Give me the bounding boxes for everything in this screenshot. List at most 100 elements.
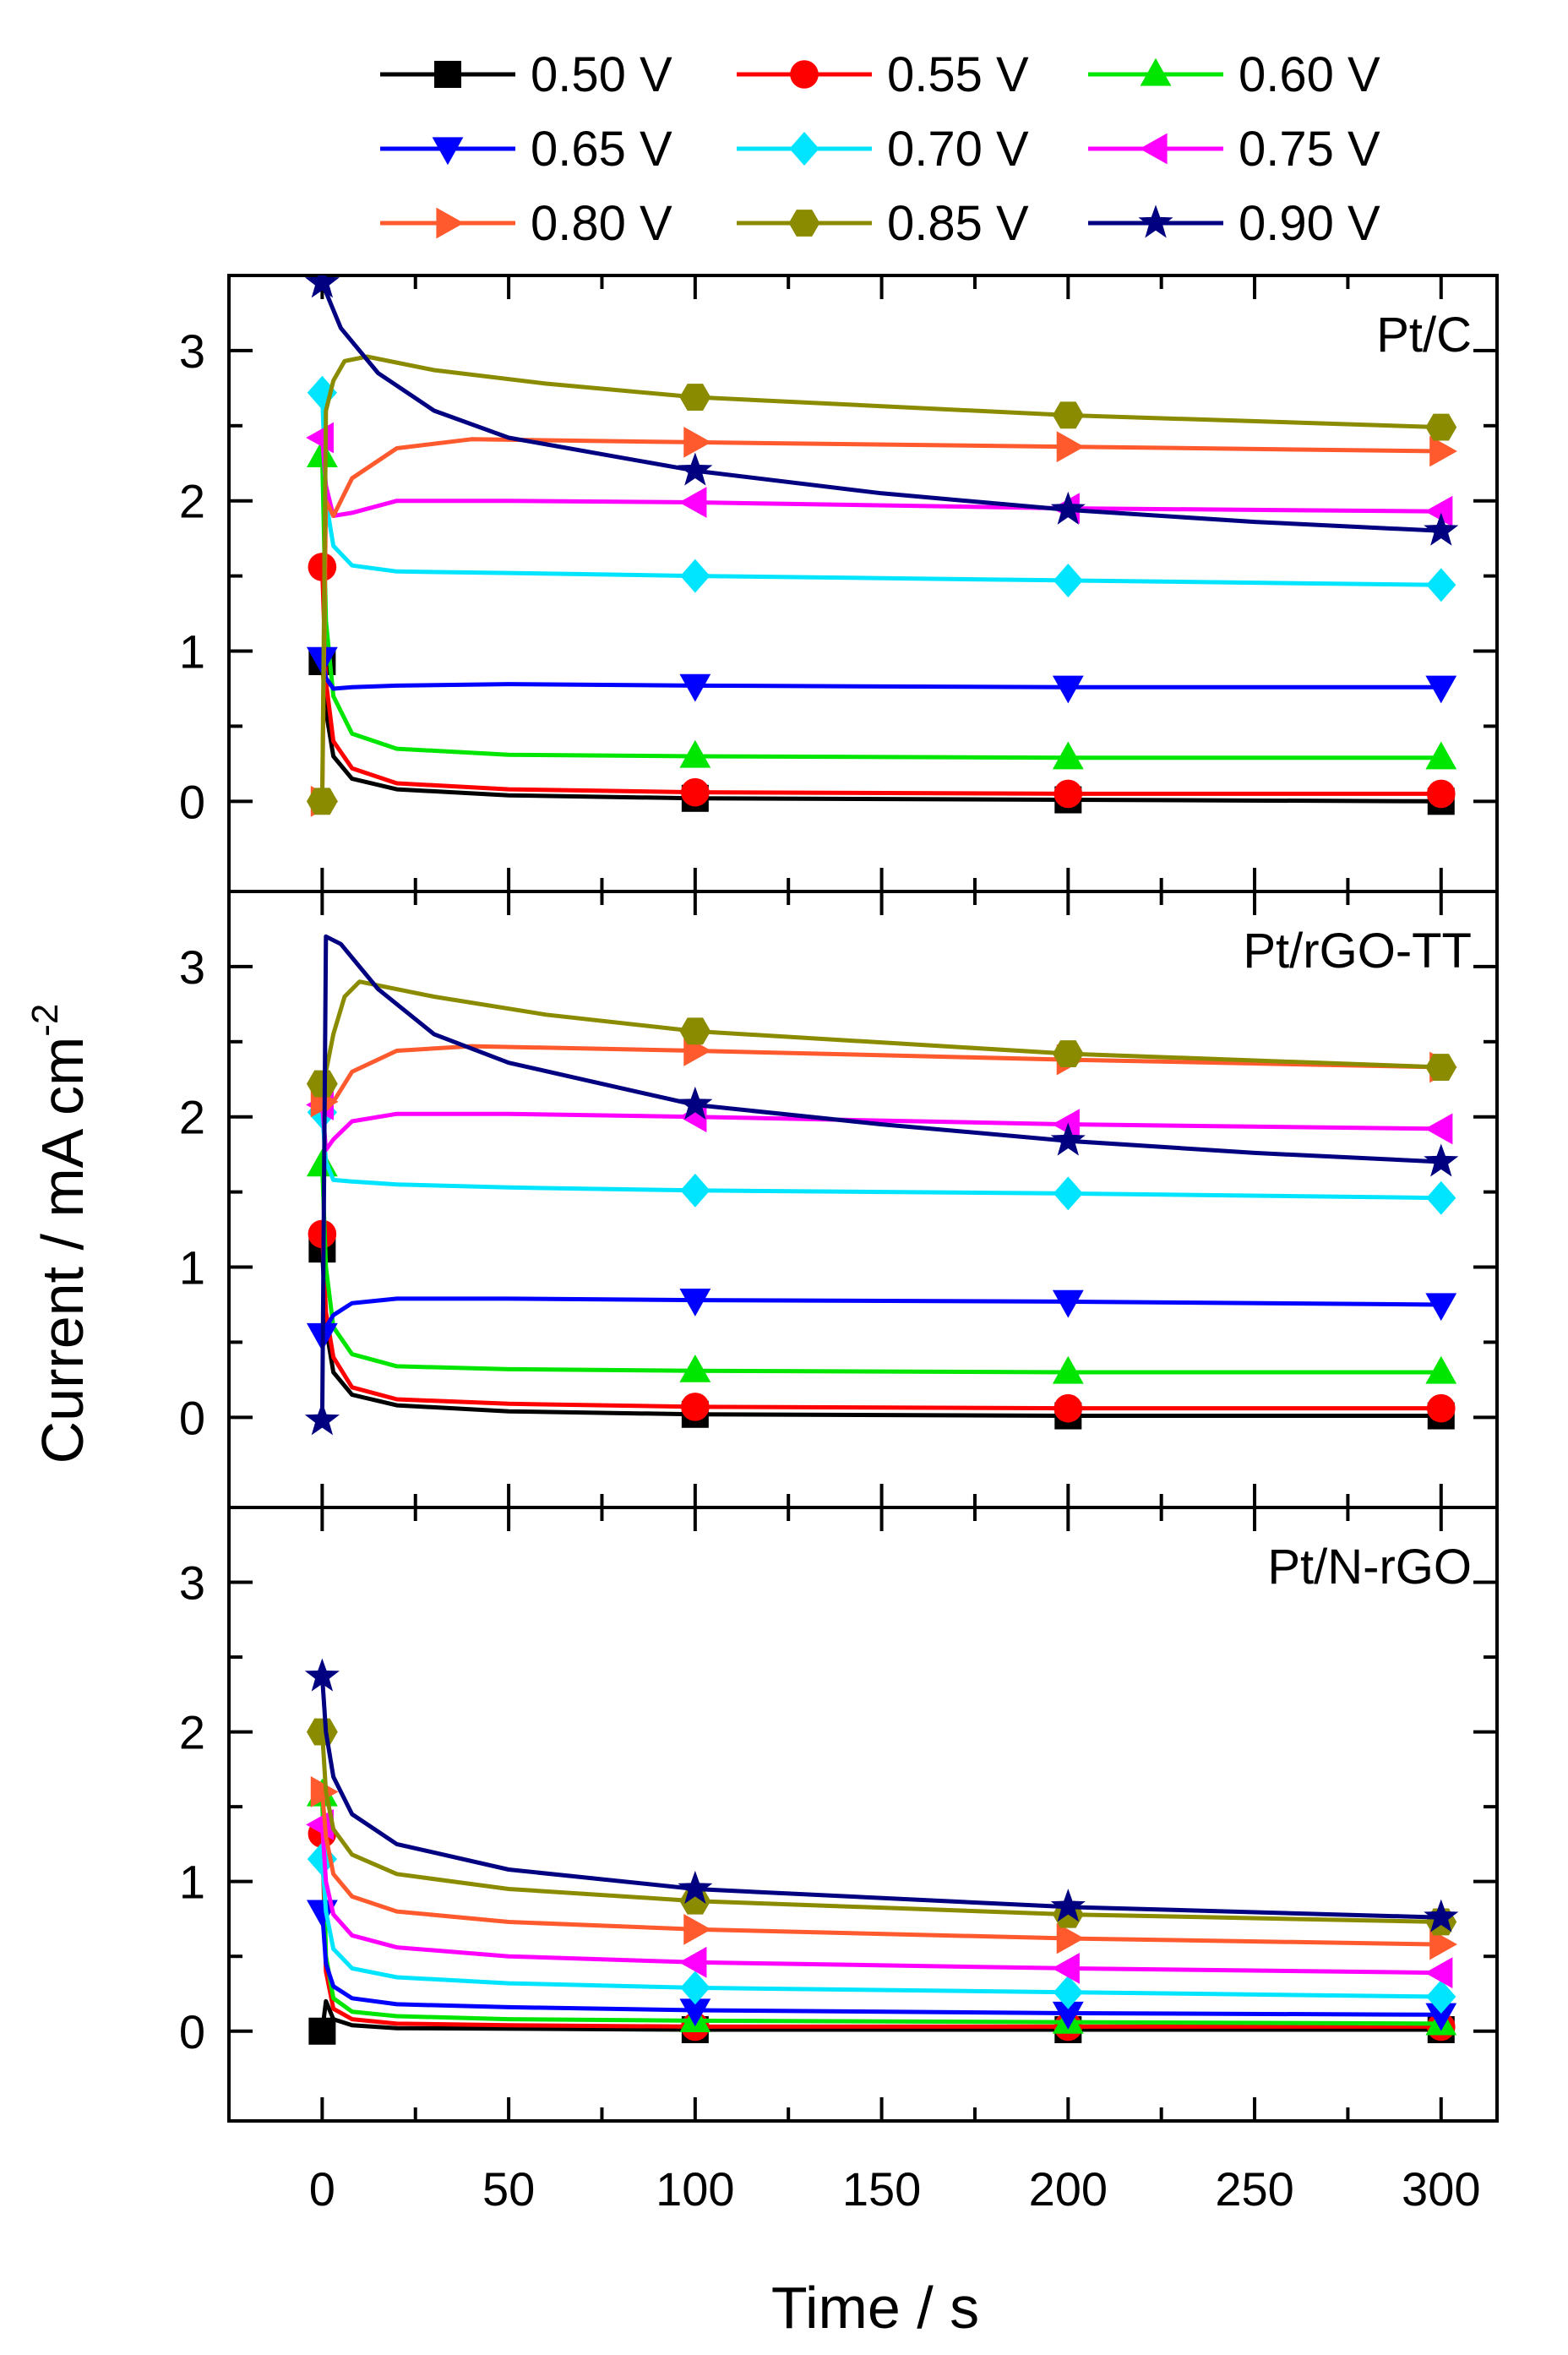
data-point-0-65-v (679, 1998, 711, 2027)
y-tick-label: 1 (179, 1856, 205, 1909)
series-line-0-70-v (319, 392, 1441, 587)
legend-item-0-75-v: 0.75 V (1088, 122, 1380, 177)
data-point-0-90-v (1424, 512, 1459, 546)
legend-item-0-60-v: 0.60 V (1088, 47, 1380, 102)
data-point-0-75-v (1424, 1957, 1453, 1989)
data-point-0-65-v (1425, 675, 1457, 704)
data-point-0-65-v (1052, 2001, 1084, 2030)
series-0-75-v (306, 1808, 1453, 1989)
panel-frame (227, 1506, 1499, 2123)
legend-item-0-80-v: 0.80 V (380, 196, 672, 251)
plot-area (304, 1658, 1459, 2045)
series-line-0-85-v (320, 979, 1441, 1085)
y-axis-title: Current / mA cm-2 (24, 1004, 95, 1464)
series-0-60-v (306, 1148, 1457, 1384)
data-point-0-80-v (1056, 1922, 1085, 1954)
y-tick-label: 3 (179, 940, 205, 994)
series-line-0-75-v (319, 437, 1441, 518)
data-point-0-90-v (1050, 1122, 1086, 1156)
y-tick-label: 3 (179, 1556, 205, 1610)
series-0-65-v (306, 646, 1457, 704)
series-line-0-60-v (319, 455, 1441, 760)
legend-item-0-50-v: 0.50 V (380, 47, 672, 102)
data-point-0-80-v (1056, 431, 1085, 463)
data-point-0-60-v (1052, 1355, 1084, 1384)
y-tick-label: 1 (179, 1241, 205, 1295)
series-0-55-v (308, 1219, 1456, 1423)
series-line-0-70-v (319, 1858, 1441, 1999)
data-point-0-60-v (1425, 1355, 1457, 1384)
x-tick-label: 200 (1029, 2162, 1108, 2216)
data-point-0-70-v (1426, 1180, 1456, 1215)
data-point-0-75-v (1424, 1113, 1453, 1145)
x-tick-label: 50 (482, 2162, 535, 2216)
series-0-90-v (304, 934, 1459, 1436)
data-point-0-85-v (306, 788, 338, 815)
legend: 0.50 V 0.55 V 0.60 V 0.65 V 0.70 V 0.75 V 0.80… (380, 47, 1380, 251)
legend-label-0-65-v: 0.65 V (531, 122, 672, 177)
legend-label-0-90-v: 0.90 V (1239, 196, 1380, 251)
series-0-65-v (306, 1289, 1457, 1351)
data-point-0-70-v (1053, 563, 1083, 597)
legend-marker-0-85-v (788, 210, 820, 237)
series-0-60-v (306, 439, 1457, 770)
legend-item-0-55-v: 0.55 V (737, 47, 1029, 102)
legend-item-0-65-v: 0.65 V (380, 122, 672, 177)
series-0-65-v (306, 1900, 1457, 2031)
series-line-0-75-v (319, 1104, 1441, 1153)
legend-marker-0-55-v (790, 60, 819, 89)
series-line-0-80-v (319, 437, 1441, 802)
legend-item-0-85-v: 0.85 V (737, 196, 1029, 251)
data-point-0-60-v (1425, 741, 1457, 770)
data-point-0-80-v (683, 1913, 712, 1945)
panel-pt-rgo-tt: 0 1 2 3 Pt/rGO-TT (179, 890, 1499, 1509)
y-axis-title-sup: -2 (24, 1004, 66, 1037)
data-point-0-50-v (308, 2017, 336, 2045)
legend-label-0-50-v: 0.50 V (531, 47, 672, 102)
data-point-0-90-v (304, 1402, 340, 1436)
x-tick-label: 300 (1402, 2162, 1480, 2216)
series-line-0-65-v (320, 1296, 1441, 1336)
data-point-0-65-v (1052, 675, 1084, 704)
data-point-0-85-v (306, 1070, 338, 1098)
data-point-0-55-v (681, 1393, 710, 1421)
data-point-0-70-v (1053, 1176, 1083, 1211)
legend-item-0-70-v: 0.70 V (737, 122, 1029, 177)
series-0-85-v (306, 1718, 1457, 1936)
y-tick-label: 0 (179, 2005, 205, 2058)
data-point-0-70-v (307, 1842, 337, 1877)
data-point-0-60-v (679, 739, 711, 768)
panel-pt-c: 0 1 2 3 Pt/C (179, 274, 1499, 893)
data-point-0-75-v (678, 487, 707, 518)
panel-label: Pt/N-rGO (1267, 1540, 1472, 1595)
data-point-0-55-v (308, 553, 337, 581)
series-line-0-90-v (320, 281, 1441, 533)
data-point-0-70-v (680, 1971, 710, 2005)
series-line-0-55-v (319, 566, 1441, 796)
data-point-0-65-v (679, 673, 711, 702)
svg-text:Current / mA cm-2: Current / mA cm-2 (24, 1004, 95, 1464)
panel-pt-n-rgo: 0 1 2 3 Pt/N-rGO (179, 1506, 1499, 2123)
legend-marker-0-80-v (436, 207, 465, 239)
series-line-0-85-v (319, 354, 1441, 802)
data-point-0-75-v (1424, 495, 1453, 527)
y-tick-label: 2 (179, 1091, 205, 1144)
data-point-0-55-v (1054, 779, 1083, 809)
x-tick-label: 0 (309, 2162, 335, 2216)
series-line-0-55-v (319, 1833, 1441, 2029)
y-axis-title-main: Current / mA cm (30, 1037, 95, 1464)
data-point-0-90-v (1050, 491, 1086, 525)
data-point-0-65-v (1425, 2003, 1457, 2031)
series-line-0-80-v (319, 1791, 1441, 1947)
data-point-0-70-v (680, 559, 710, 593)
y-tick-label: 3 (179, 324, 205, 378)
data-point-0-65-v (1052, 1289, 1084, 1318)
series-line-0-70-v (319, 1112, 1441, 1201)
data-point-0-90-v (1424, 1899, 1459, 1933)
y-tick-label: 1 (179, 625, 205, 679)
data-point-0-60-v (679, 1354, 711, 1382)
y-tick-label: 0 (179, 1391, 205, 1444)
data-point-0-90-v (1424, 1143, 1459, 1177)
data-point-0-90-v (304, 275, 340, 298)
